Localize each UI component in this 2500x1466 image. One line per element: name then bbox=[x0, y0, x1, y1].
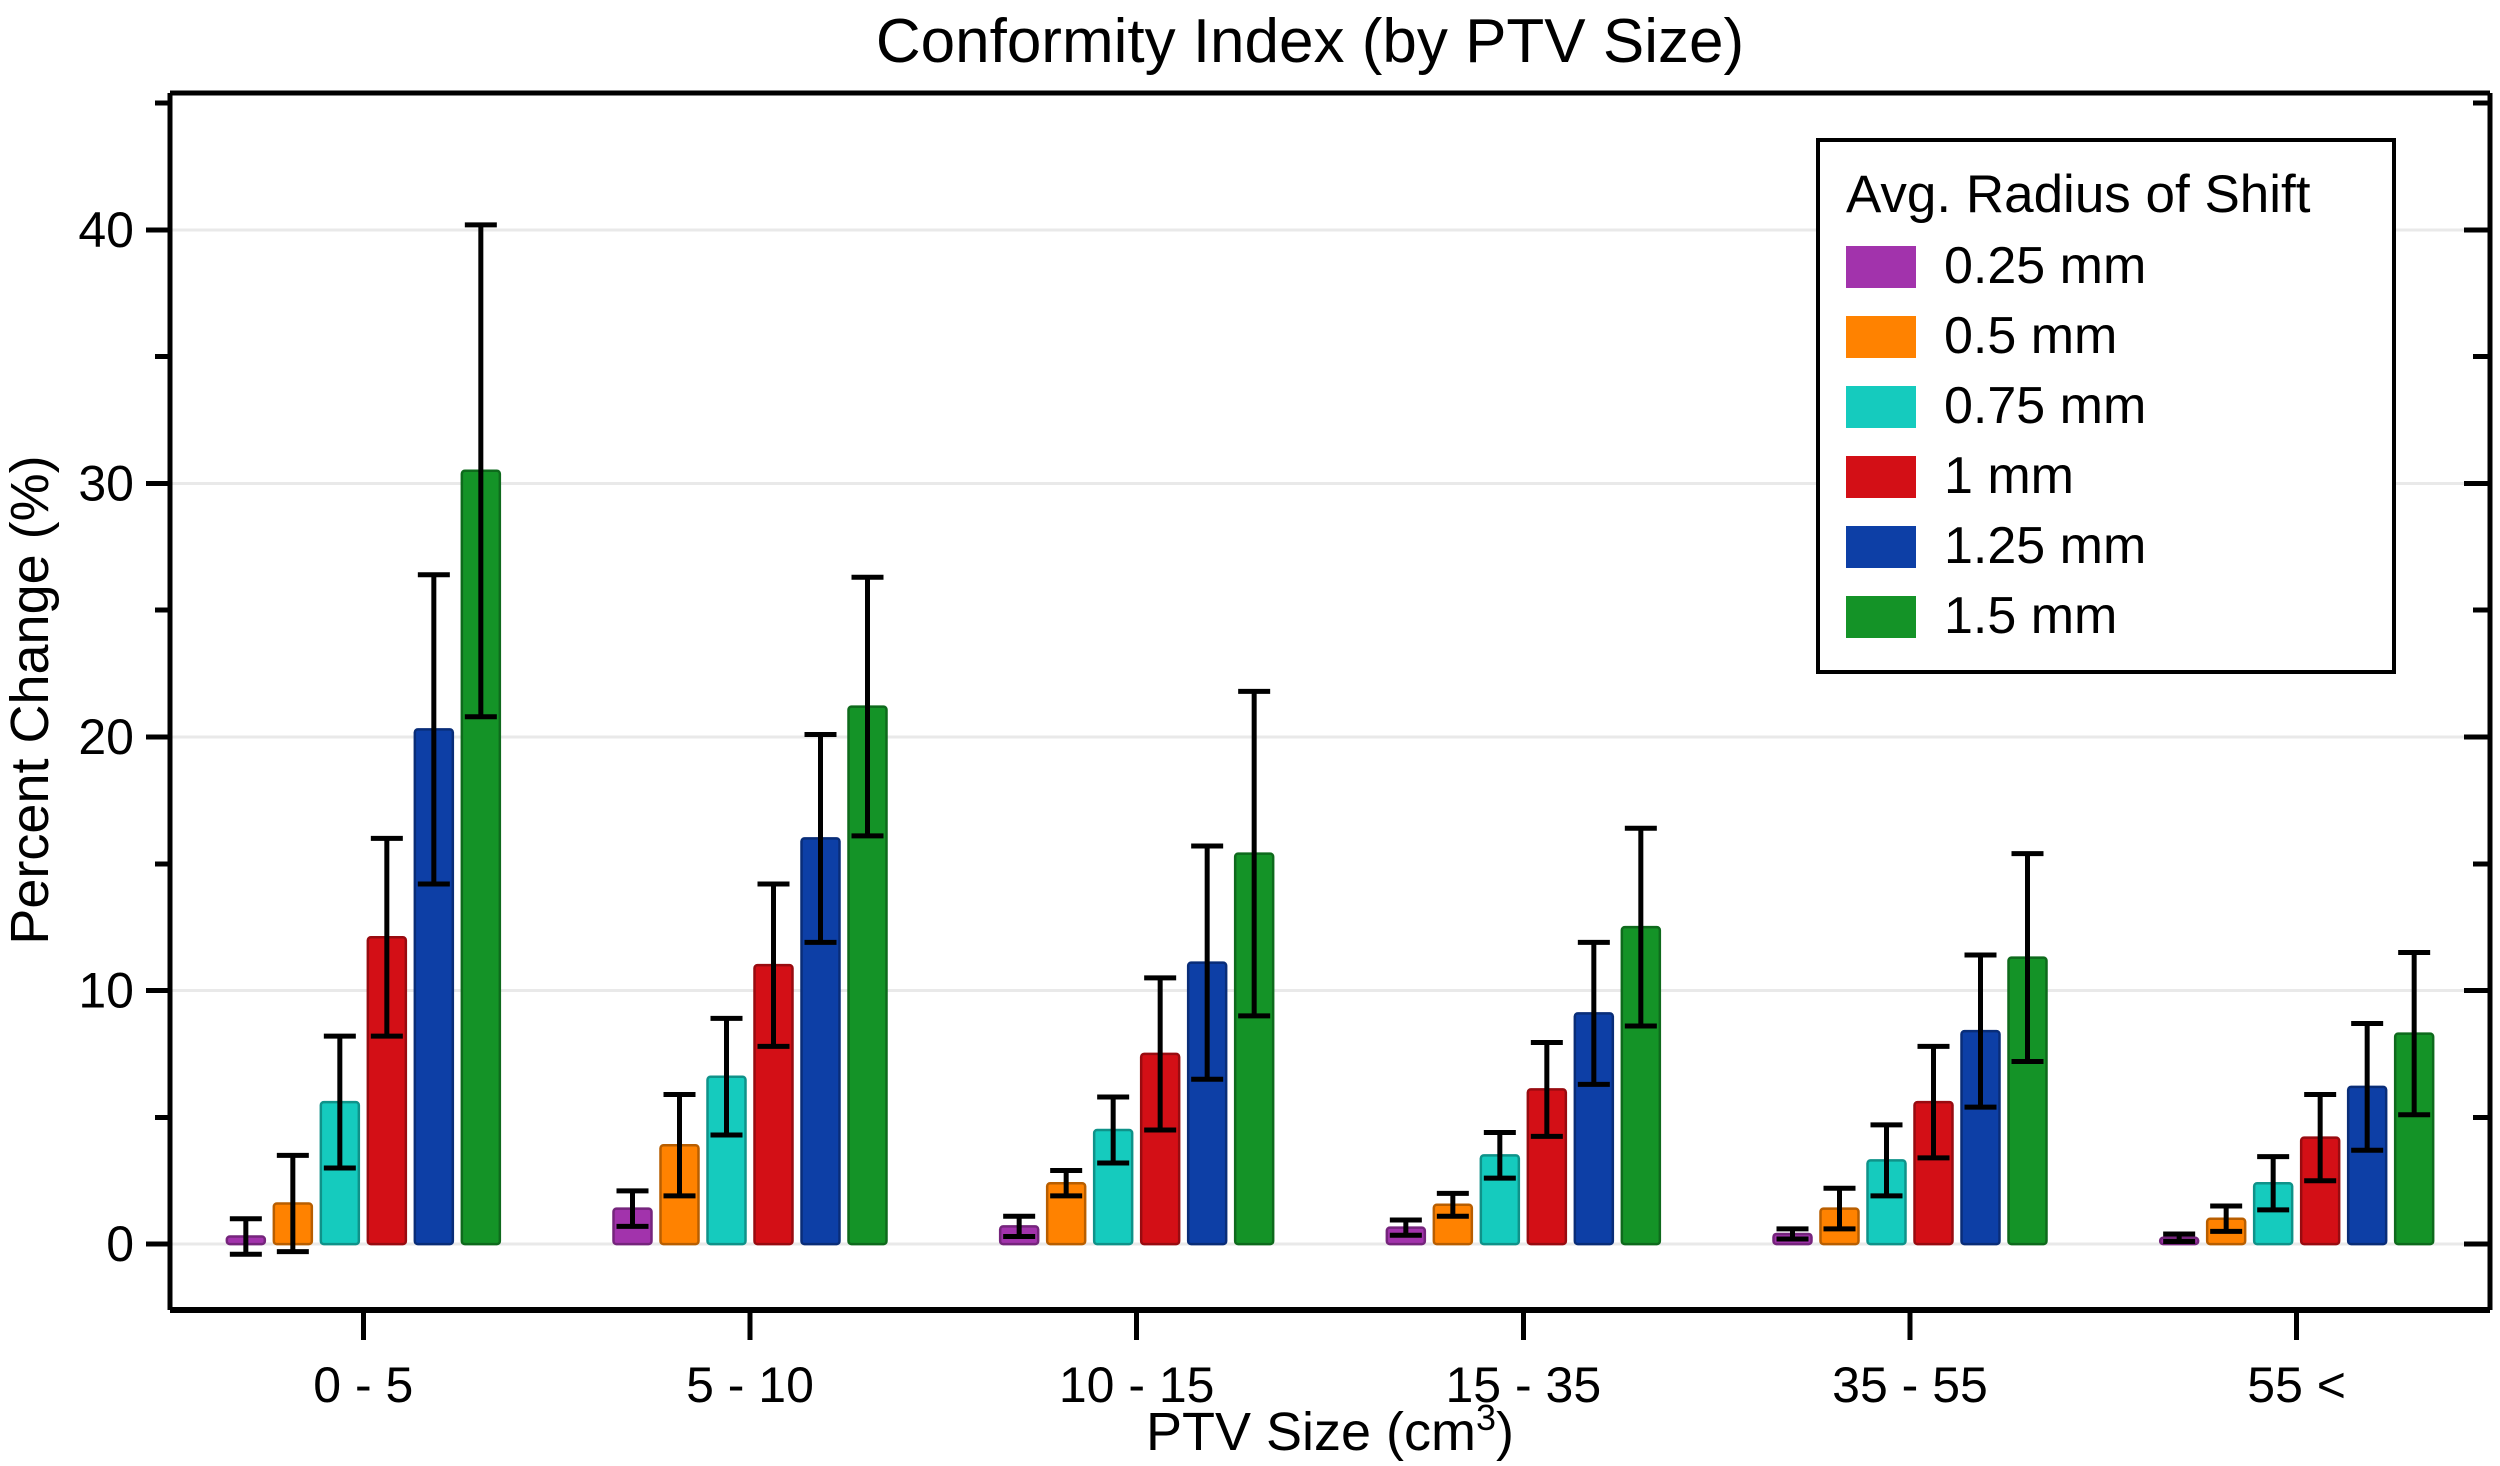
errorbar-10-15-1.25mm bbox=[1191, 843, 1224, 1082]
legend-item-0.75mm: 0.75 mm bbox=[1846, 377, 2146, 435]
errorbar-0-5-1.5mm bbox=[464, 222, 497, 720]
errorbar-5-10-1mm bbox=[757, 881, 790, 1049]
legend-label-1mm: 1 mm bbox=[1944, 447, 2074, 505]
legend-entries: 0.25 mm 0.5 mm 0.75 mm 1 mm 1.25 mm 1.5 mm bbox=[1846, 237, 2146, 645]
y-tick-label-10: 10 bbox=[78, 963, 134, 1019]
errorbar-5-10-0.75mm bbox=[710, 1015, 743, 1138]
legend-swatch-1mm bbox=[1846, 456, 1916, 498]
errorbar-55<-1mm bbox=[2304, 1091, 2337, 1184]
x-tick-label-35-55: 35 - 55 bbox=[1832, 1357, 1988, 1413]
x-tick-label-10-15: 10 - 15 bbox=[1059, 1357, 1215, 1413]
y-tick-label-0: 0 bbox=[106, 1216, 134, 1272]
errorbar-0-5-1.25mm bbox=[417, 572, 450, 887]
errorbar-35-55-1.25mm bbox=[1964, 952, 1997, 1110]
legend-label-1.5mm: 1.5 mm bbox=[1944, 587, 2117, 645]
legend-item-1.5mm: 1.5 mm bbox=[1846, 587, 2117, 645]
legend-item-1mm: 1 mm bbox=[1846, 447, 2074, 505]
legend-label-0.75mm: 0.75 mm bbox=[1944, 377, 2146, 435]
legend-title: Avg. Radius of Shift bbox=[1846, 165, 2311, 224]
legend-item-0.5mm: 0.5 mm bbox=[1846, 307, 2117, 365]
legend-label-0.5mm: 0.5 mm bbox=[1944, 307, 2117, 365]
legend-swatch-0.75mm bbox=[1846, 386, 1916, 428]
legend-swatch-1.25mm bbox=[1846, 526, 1916, 568]
axes: 0 10 20 30 40 0 - 5 5 - 10 10 - 15 15 - 35 35 - 5… bbox=[78, 90, 2493, 1413]
legend-label-1.25mm: 1.25 mm bbox=[1944, 517, 2146, 575]
y-tick-label-30: 30 bbox=[78, 455, 134, 511]
errorbar-35-55-1mm bbox=[1917, 1043, 1950, 1161]
errorbar-0-5-0.25mm bbox=[229, 1216, 262, 1257]
errorbar-10-15-0.25mm bbox=[1003, 1213, 1036, 1239]
x-axis-label-suffix: ) bbox=[1496, 1402, 1514, 1462]
errorbar-10-15-1mm bbox=[1144, 975, 1177, 1133]
legend: Avg. Radius of Shift 0.25 mm 0.5 mm 0.75 m… bbox=[1816, 138, 2396, 674]
error-bars bbox=[229, 222, 2431, 1257]
errorbar-55<-0.5mm bbox=[2210, 1203, 2243, 1234]
x-axis-label-superscript: 3 bbox=[1476, 1397, 1496, 1438]
y-tick-label-20: 20 bbox=[78, 709, 134, 765]
errorbar-0-5-0.5mm bbox=[276, 1152, 309, 1255]
errorbar-5-10-1.5mm bbox=[851, 574, 884, 839]
y-tick-label-40: 40 bbox=[78, 202, 134, 258]
x-tick-label-55<: 55 < bbox=[2247, 1357, 2346, 1413]
errorbar-15-35-0.25mm bbox=[1389, 1217, 1422, 1238]
legend-item-1.25mm: 1.25 mm bbox=[1846, 517, 2146, 575]
legend-item-0.25mm: 0.25 mm bbox=[1846, 237, 2146, 295]
x-tick-label-0-5: 0 - 5 bbox=[313, 1357, 413, 1413]
errorbar-10-15-0.75mm bbox=[1097, 1094, 1130, 1166]
errorbar-55<-0.75mm bbox=[2257, 1154, 2290, 1213]
errorbar-15-35-1.25mm bbox=[1577, 939, 1610, 1087]
errorbar-10-15-0.5mm bbox=[1050, 1168, 1083, 1199]
errorbar-5-10-1.25mm bbox=[804, 731, 837, 945]
errorbar-35-55-0.5mm bbox=[1823, 1185, 1856, 1232]
legend-swatch-0.5mm bbox=[1846, 316, 1916, 358]
x-tick-label-5-10: 5 - 10 bbox=[686, 1357, 814, 1413]
errorbar-35-55-0.25mm bbox=[1776, 1226, 1809, 1242]
errorbar-0-5-1mm bbox=[370, 835, 403, 1039]
errorbar-15-35-1.5mm bbox=[1624, 825, 1657, 1029]
bars bbox=[225, 469, 2435, 1246]
errorbar-55<-1.5mm bbox=[2398, 950, 2431, 1118]
x-axis-label-prefix: PTV Size (cm bbox=[1146, 1402, 1476, 1462]
errorbar-15-35-0.5mm bbox=[1436, 1190, 1469, 1219]
errorbar-10-15-1.5mm bbox=[1238, 688, 1271, 1019]
x-axis-label: PTV Size (cm3) bbox=[1146, 1397, 1514, 1462]
chart-title: Conformity Index (by PTV Size) bbox=[876, 7, 1744, 76]
legend-label-0.25mm: 0.25 mm bbox=[1944, 237, 2146, 295]
errorbar-55<-1.25mm bbox=[2351, 1020, 2384, 1153]
errorbar-55<-0.25mm bbox=[2163, 1231, 2196, 1245]
errorbar-15-35-1mm bbox=[1530, 1040, 1563, 1139]
errorbar-15-35-0.75mm bbox=[1483, 1130, 1516, 1181]
y-axis-label: Percent Change (%) bbox=[0, 455, 60, 944]
x-tick-label-15-35: 15 - 35 bbox=[1445, 1357, 1601, 1413]
errorbar-5-10-0.5mm bbox=[663, 1091, 696, 1199]
errorbar-0-5-0.75mm bbox=[323, 1033, 356, 1171]
legend-swatch-1.5mm bbox=[1846, 596, 1916, 638]
legend-swatch-0.25mm bbox=[1846, 246, 1916, 288]
errorbar-35-55-1.5mm bbox=[2011, 851, 2044, 1065]
errorbar-5-10-0.25mm bbox=[616, 1188, 649, 1229]
errorbar-35-55-0.75mm bbox=[1870, 1122, 1903, 1199]
